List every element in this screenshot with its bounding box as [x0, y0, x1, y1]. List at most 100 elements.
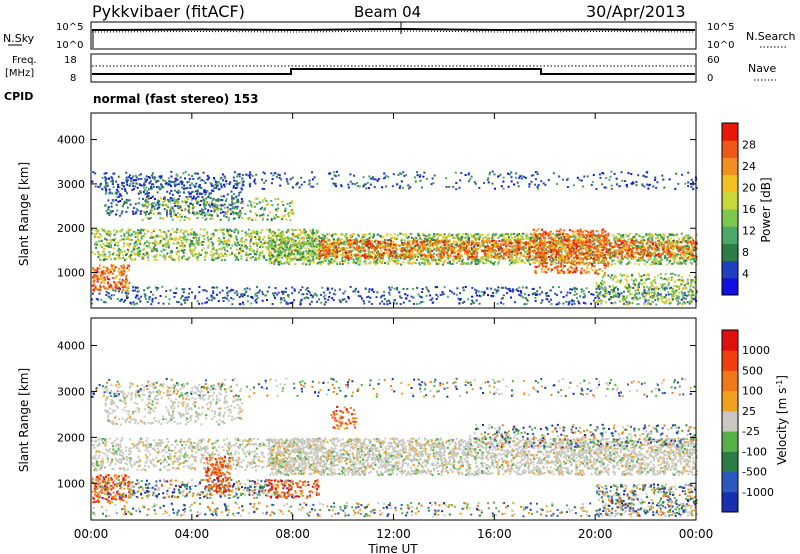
- echo-cell: [171, 206, 174, 208]
- echo-cell: [147, 192, 150, 194]
- echo-cell: [448, 235, 451, 237]
- echo-cell: [500, 297, 503, 300]
- echo-cell: [175, 230, 178, 233]
- echo-cell: [228, 228, 231, 231]
- echo-cell: [164, 257, 167, 260]
- echo-cell: [128, 184, 131, 187]
- echo-cell: [184, 201, 187, 203]
- echo-cell: [198, 185, 200, 188]
- echo-cell: [268, 249, 271, 252]
- nsky-tick-low: 10^0: [56, 40, 83, 51]
- echo-cell: [119, 252, 122, 255]
- echo-cell: [316, 294, 318, 297]
- echo-cell: [312, 258, 315, 261]
- echo-cell: [215, 252, 218, 255]
- echo-cell: [601, 172, 604, 174]
- echo-cell: [488, 173, 491, 176]
- echo-cell: [500, 233, 503, 236]
- echo-cell: [665, 286, 668, 289]
- echo-cell: [135, 253, 138, 256]
- echo-cell: [283, 299, 286, 302]
- echo-cell: [118, 186, 121, 189]
- echo-cell: [120, 298, 123, 301]
- echo-cell: [176, 300, 178, 303]
- echo-cell: [376, 233, 379, 236]
- echo-cell: [165, 204, 168, 207]
- echo-cell: [165, 290, 168, 292]
- echo-cell: [203, 238, 206, 241]
- echo-cell: [160, 175, 163, 178]
- echo-cell: [133, 251, 136, 254]
- echo-cell: [536, 173, 539, 176]
- echo-cell: [654, 176, 657, 179]
- echo-cell: [432, 259, 435, 262]
- echo-cell: [471, 235, 474, 238]
- echo-cell: [210, 250, 213, 253]
- echo-cell: [195, 190, 197, 193]
- echo-cell: [137, 254, 140, 257]
- echo-cell: [452, 185, 455, 188]
- echo-cell: [422, 175, 425, 178]
- echo-cell: [185, 200, 188, 203]
- echo-cell: [231, 252, 233, 255]
- echo-cell: [148, 182, 151, 185]
- echo-cell: [168, 244, 170, 247]
- echo-cell: [168, 192, 171, 195]
- echo-cell: [171, 258, 174, 261]
- echo-cell: [118, 254, 121, 257]
- echo-cell: [657, 292, 659, 295]
- echo-cell: [191, 182, 193, 185]
- echo-cell: [165, 241, 168, 244]
- echo-cell: [203, 259, 206, 261]
- echo-cell: [173, 182, 176, 185]
- echo-cell: [491, 182, 494, 185]
- echo-cell: [151, 300, 154, 303]
- echo-cell: [318, 244, 321, 246]
- echo-cell: [529, 263, 532, 266]
- echo-cell: [441, 263, 444, 266]
- echo-cell: [424, 237, 427, 240]
- echo-cell: [427, 290, 430, 293]
- echo-cell: [226, 286, 228, 289]
- echo-cell: [322, 237, 325, 240]
- echo-cell: [111, 253, 114, 256]
- echo-cell: [385, 300, 388, 303]
- echo-cell: [184, 177, 187, 180]
- echo-cell: [131, 210, 134, 213]
- echo-cell: [165, 246, 168, 249]
- echo-cell: [339, 263, 342, 265]
- echo-cell: [510, 296, 512, 299]
- echo-cell: [629, 232, 632, 235]
- echo-cell: [356, 182, 358, 184]
- echo-cell: [145, 175, 148, 178]
- echo-cell: [127, 256, 130, 259]
- echo-cell: [396, 259, 399, 262]
- echo-cell: [132, 175, 135, 178]
- echo-cell: [305, 235, 308, 238]
- echo-cell: [294, 229, 297, 231]
- echo-cell: [394, 233, 396, 236]
- echo-cell: [689, 261, 692, 264]
- echo-cell: [478, 186, 481, 189]
- echo-cell: [424, 261, 426, 263]
- echo-cell: [272, 261, 274, 264]
- echo-cell: [402, 233, 405, 236]
- echo-cell: [97, 253, 100, 256]
- echo-cell: [521, 235, 524, 238]
- echo-cell: [410, 236, 413, 239]
- echo-cell: [458, 292, 461, 295]
- echo-cell: [131, 188, 134, 191]
- echo-cell: [213, 205, 216, 207]
- echo-cell: [91, 180, 94, 183]
- echo-cell: [153, 206, 156, 208]
- echo-cell: [236, 292, 239, 295]
- echo-cell: [637, 233, 639, 236]
- echo-cell: [196, 196, 199, 199]
- echo-cell: [567, 177, 569, 180]
- echo-cell: [281, 240, 284, 243]
- echo-cell: [109, 209, 112, 212]
- echo-cell: [167, 177, 170, 180]
- echo-cell: [103, 301, 106, 304]
- echo-cell: [547, 179, 550, 182]
